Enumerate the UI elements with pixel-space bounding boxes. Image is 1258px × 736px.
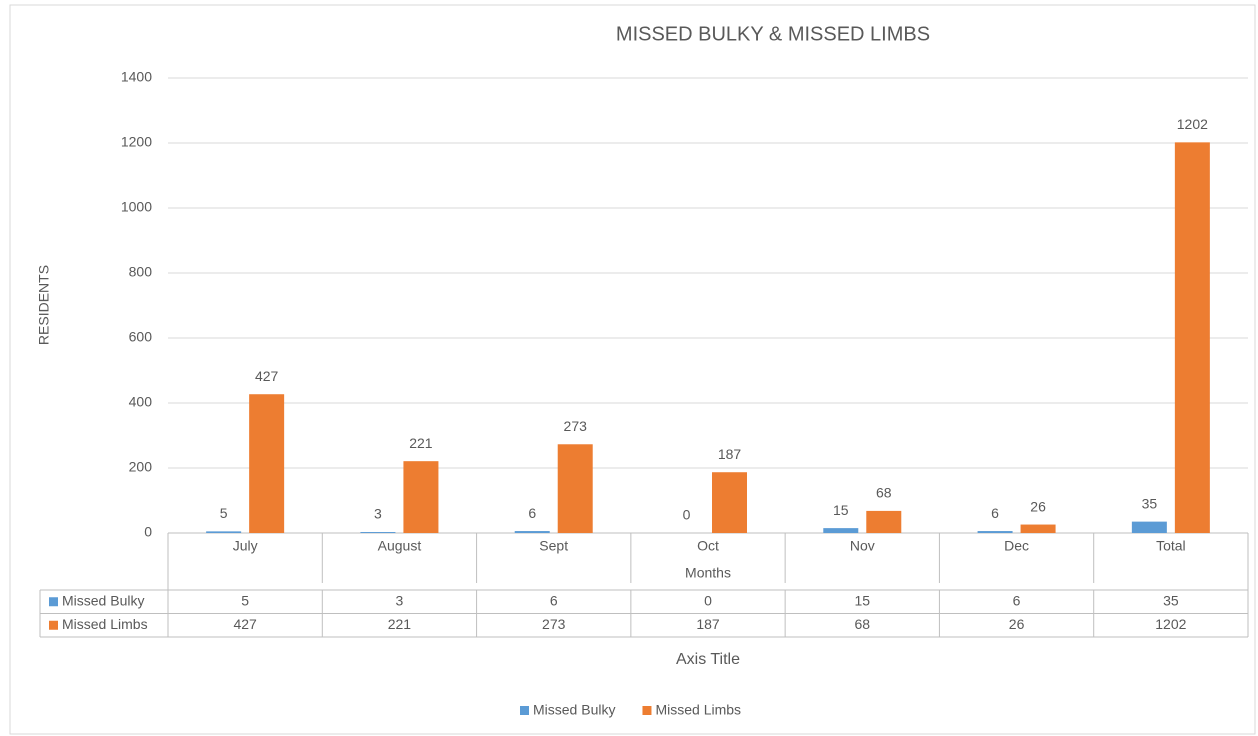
table-key: [49, 620, 58, 630]
x-tick-label: Oct: [697, 538, 719, 554]
table-cell: 1202: [1155, 616, 1186, 632]
y-tick-label: 1400: [121, 69, 152, 85]
table-cell: 427: [233, 616, 257, 632]
y-axis-title: RESIDENTS: [36, 265, 52, 345]
table-cell: 187: [696, 616, 720, 632]
table-cell: 3: [396, 592, 404, 608]
table-cell: 26: [1009, 616, 1025, 632]
table-cell: 68: [854, 616, 870, 632]
table-cell: 6: [550, 592, 558, 608]
legend-key: [642, 706, 652, 715]
bar: [403, 461, 439, 533]
data-label: 5: [220, 505, 228, 521]
table-cell: 273: [542, 616, 566, 632]
table-row-label: Missed Limbs: [62, 616, 148, 632]
data-label: 26: [1030, 498, 1046, 514]
bar: [360, 532, 396, 533]
bar: [206, 531, 242, 533]
data-label: 0: [683, 507, 691, 523]
bar: [557, 444, 593, 533]
data-label: 187: [718, 446, 742, 462]
x-tick-label: Nov: [850, 538, 875, 554]
x-tick-label: July: [233, 538, 258, 554]
y-tick-label: 1200: [121, 134, 152, 150]
data-label: 427: [255, 368, 279, 384]
table-cell: 35: [1163, 592, 1179, 608]
legend-label: Missed Limbs: [655, 702, 741, 718]
bar: [249, 394, 285, 533]
x-tick-label: Dec: [1004, 538, 1029, 554]
table-cell: 0: [704, 592, 712, 608]
table-cell: 15: [854, 592, 870, 608]
bar: [1131, 521, 1167, 533]
x-axis-title: Months: [685, 565, 731, 581]
data-label: 273: [564, 418, 588, 434]
data-label: 221: [409, 435, 433, 451]
y-tick-label: 1000: [121, 199, 152, 215]
bar: [823, 528, 859, 533]
x-tick-label: Total: [1156, 538, 1186, 554]
table-row-label: Missed Bulky: [62, 592, 144, 608]
y-tick-label: 0: [144, 524, 152, 540]
x-tick-label: August: [378, 538, 422, 554]
x-tick-label: Sept: [539, 538, 568, 554]
table-cell: 221: [388, 616, 412, 632]
data-label: 6: [528, 505, 536, 521]
chart-border: [9, 4, 1256, 735]
data-label: 68: [876, 485, 892, 501]
legend-label: Missed Bulky: [533, 702, 615, 718]
y-tick-label: 400: [129, 394, 153, 410]
data-label: 1202: [1177, 116, 1208, 132]
table-cell: 5: [241, 592, 249, 608]
data-label: 3: [374, 506, 382, 522]
bar: [1174, 142, 1210, 533]
y-tick-label: 200: [129, 459, 153, 475]
bar: [977, 531, 1013, 533]
y-tick-label: 600: [129, 329, 153, 345]
bar: [712, 472, 747, 533]
y-tick-label: 800: [129, 264, 153, 280]
data-label: 15: [833, 502, 849, 518]
legend-key: [520, 706, 529, 715]
bar: [1020, 524, 1056, 533]
table-cell: 6: [1013, 592, 1021, 608]
bar: [866, 510, 902, 533]
data-label: 35: [1142, 495, 1158, 511]
data-label: 6: [991, 505, 999, 521]
table-key: [49, 597, 58, 607]
chart-title: MISSED BULKY & MISSED LIMBS: [616, 23, 930, 45]
bar: [514, 531, 550, 533]
table-axis-title: Axis Title: [676, 651, 740, 668]
